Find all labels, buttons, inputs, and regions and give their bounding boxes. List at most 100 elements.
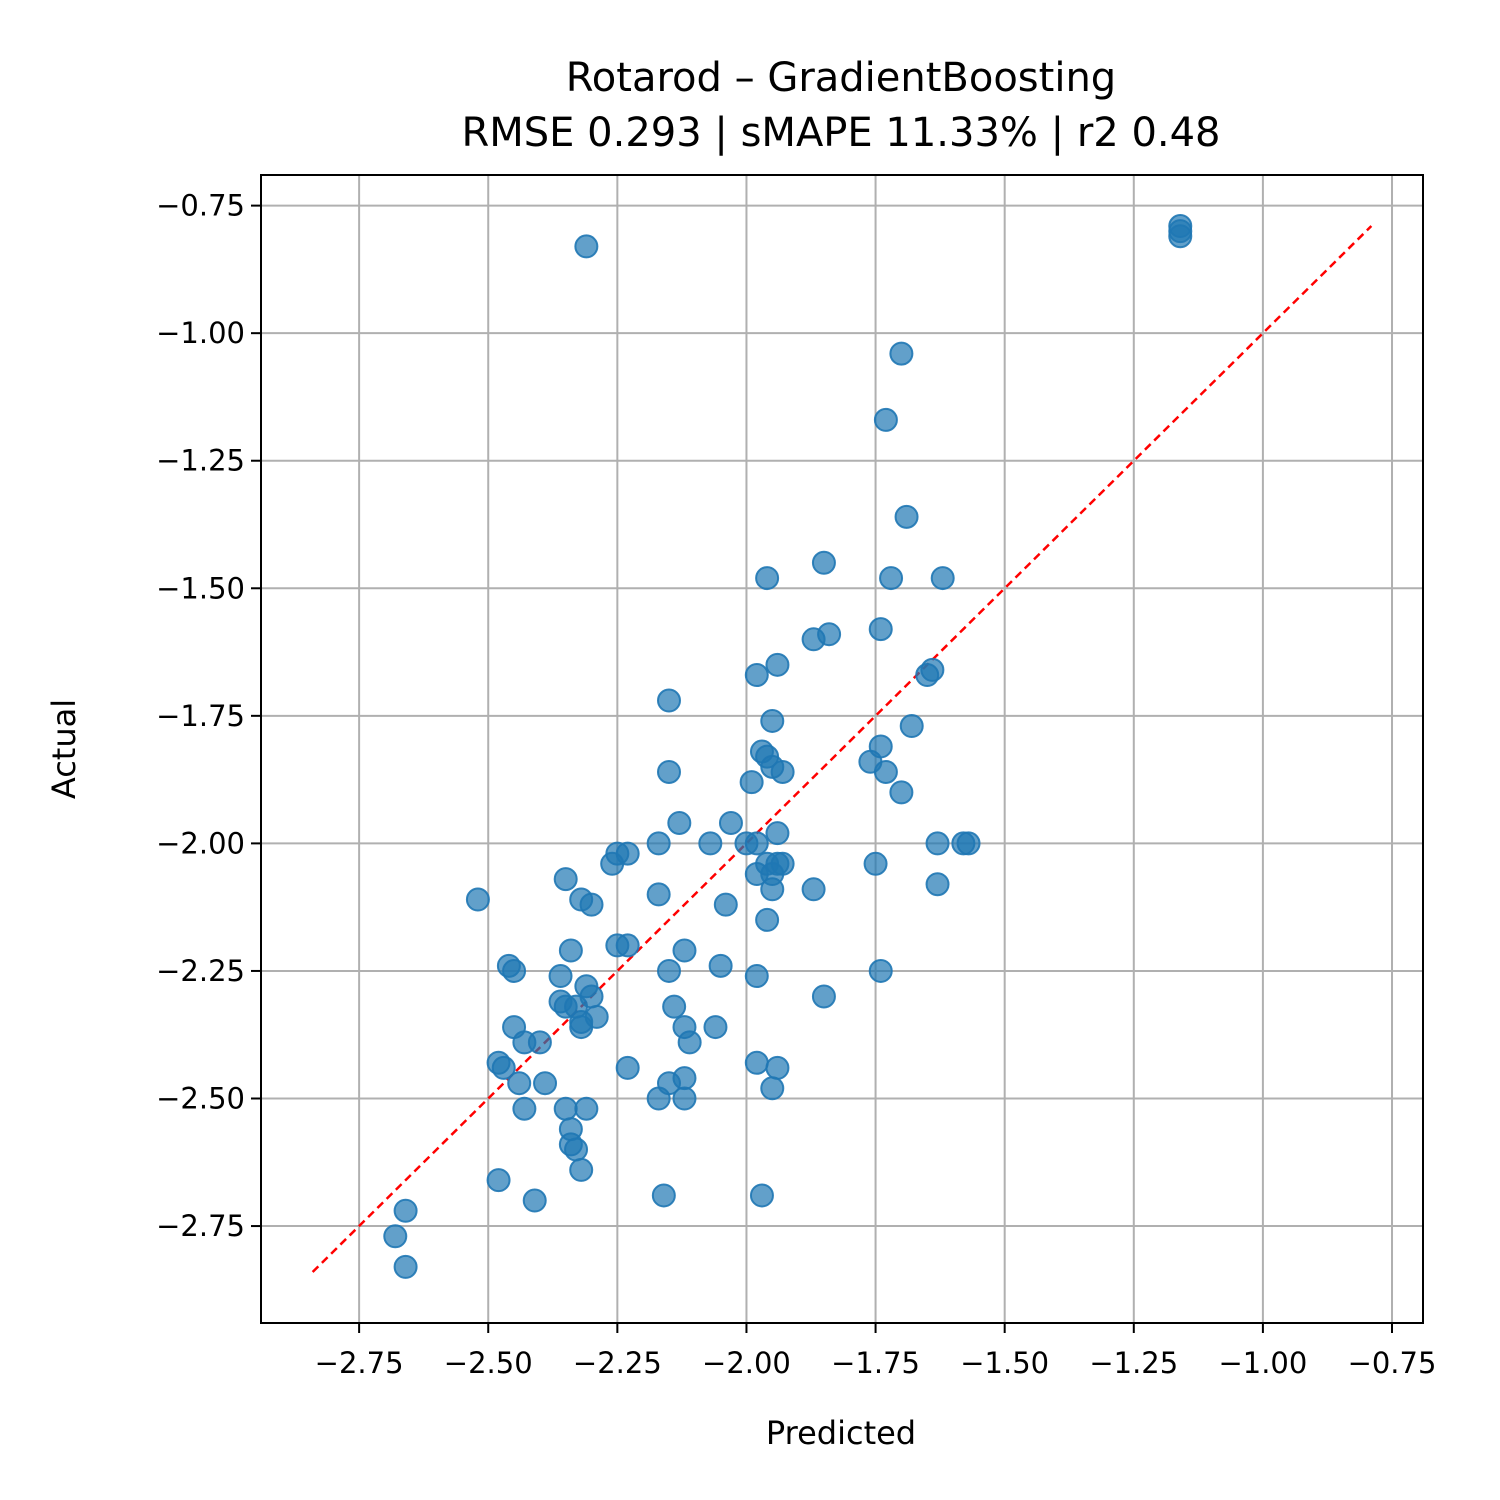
data-point: [925, 831, 950, 856]
data-point: [615, 933, 640, 958]
data-point: [817, 622, 842, 647]
data-point: [889, 780, 914, 805]
data-point: [755, 907, 780, 932]
data-point: [930, 566, 955, 591]
x-tick-label: −2.75: [315, 1346, 404, 1380]
x-axis-label: Predicted: [766, 1414, 916, 1452]
data-point: [465, 887, 490, 912]
chart-subtitle: RMSE 0.293 | sMAPE 11.33% | r2 0.48: [461, 110, 1220, 156]
data-point: [863, 851, 888, 876]
data-point: [811, 984, 836, 1009]
data-point: [646, 831, 671, 856]
data-point: [569, 1009, 594, 1034]
data-point: [868, 958, 893, 983]
data-point: [677, 1030, 702, 1055]
data-point: [491, 1055, 516, 1080]
identity-line: [311, 225, 1373, 1273]
data-point: [615, 1055, 640, 1080]
data-point: [873, 759, 898, 784]
data-point: [656, 688, 681, 713]
data-point: [868, 617, 893, 642]
y-tick-label: −1.75: [156, 699, 245, 733]
data-point: [656, 958, 681, 983]
data-point: [765, 1055, 790, 1080]
data-point: [553, 1096, 578, 1121]
data-point: [873, 407, 898, 432]
data-point: [915, 663, 940, 688]
data-point: [564, 1137, 589, 1162]
data-point: [879, 566, 904, 591]
data-point: [744, 964, 769, 989]
data-point: [574, 234, 599, 259]
data-point: [656, 759, 681, 784]
y-tick-label: −1.50: [156, 571, 245, 605]
x-tick-label: −1.25: [1089, 1346, 1178, 1380]
x-axis-ticks: −2.75 −2.50 −2.25 −2.00 −1.75 −1.50 −1.25 −1.00…: [315, 1323, 1436, 1380]
grid-lines: [261, 175, 1423, 1323]
data-point: [744, 831, 769, 856]
data-point: [533, 1071, 558, 1096]
y-tick-label: −1.25: [156, 444, 245, 478]
data-point: [718, 810, 743, 835]
data-point: [393, 1198, 418, 1223]
data-point: [569, 887, 594, 912]
y-tick-label: −2.50: [156, 1082, 245, 1116]
data-point: [899, 714, 924, 739]
data-points: [383, 214, 1193, 1279]
data-point: [703, 1015, 728, 1040]
data-point: [527, 1030, 552, 1055]
y-tick-label: −2.75: [156, 1209, 245, 1243]
x-tick-label: −2.50: [444, 1346, 533, 1380]
y-axis-label: Actual: [45, 699, 83, 799]
data-point: [672, 938, 697, 963]
data-point: [651, 1183, 676, 1208]
data-point: [646, 882, 671, 907]
data-point: [486, 1168, 511, 1193]
y-tick-label: −2.25: [156, 954, 245, 988]
data-point: [760, 877, 785, 902]
plot-frame: [260, 174, 1424, 1324]
data-point: [765, 821, 790, 846]
x-tick-label: −1.50: [960, 1346, 1049, 1380]
y-axis-ticks: −2.75 −2.50 −2.25 −2.00 −1.75 −1.50 −1.25 −1.00…: [156, 189, 261, 1243]
data-point: [744, 1050, 769, 1075]
data-point: [522, 1188, 547, 1213]
data-point: [744, 663, 769, 688]
x-tick-label: −1.75: [831, 1346, 920, 1380]
y-tick-label: −0.75: [156, 189, 245, 223]
x-tick-label: −2.00: [702, 1346, 791, 1380]
data-point: [739, 770, 764, 795]
x-tick-label: −1.00: [1218, 1346, 1307, 1380]
data-point: [760, 708, 785, 733]
data-point: [662, 994, 687, 1019]
data-point: [574, 1096, 599, 1121]
data-point: [801, 877, 826, 902]
data-point: [558, 938, 583, 963]
data-point: [713, 892, 738, 917]
data-point: [708, 953, 733, 978]
y-tick-label: −2.00: [156, 826, 245, 860]
data-point: [755, 566, 780, 591]
data-point: [646, 1086, 671, 1111]
data-point: [600, 851, 625, 876]
data-point: [383, 1224, 408, 1249]
data-point: [956, 831, 981, 856]
data-point: [749, 1183, 774, 1208]
data-point: [1168, 224, 1193, 249]
data-point: [698, 831, 723, 856]
data-point: [507, 1071, 532, 1096]
data-point: [502, 958, 527, 983]
y-tick-label: −1.00: [156, 316, 245, 350]
data-point: [770, 759, 795, 784]
data-point: [672, 1086, 697, 1111]
data-point: [667, 810, 692, 835]
chart-title: Rotarod – GradientBoosting: [566, 55, 1116, 101]
identity-line-layer: [311, 225, 1373, 1273]
data-point: [765, 652, 790, 677]
data-point: [553, 867, 578, 892]
x-tick-label: −2.25: [573, 1346, 662, 1380]
data-point: [569, 1157, 594, 1182]
data-point: [925, 872, 950, 897]
data-point: [548, 964, 573, 989]
